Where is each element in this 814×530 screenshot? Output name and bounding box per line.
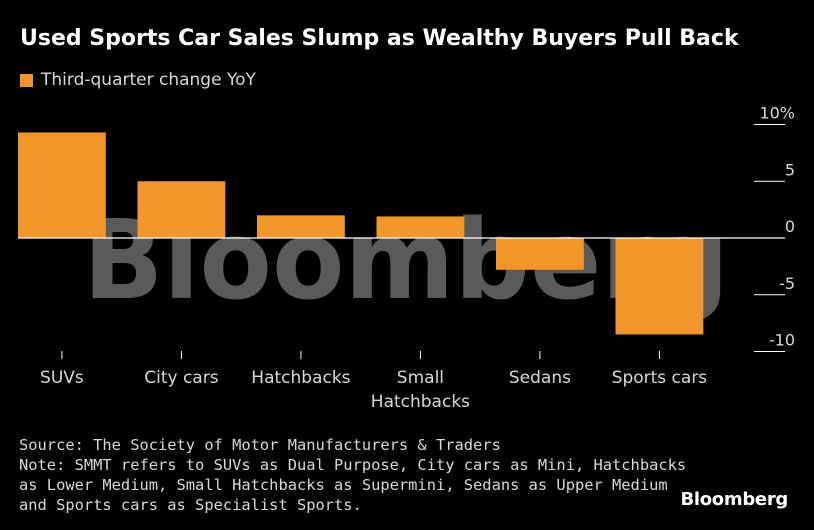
source-text: Source: The Society of Motor Manufacture… [19, 436, 501, 454]
legend: Third-quarter change YoY [20, 70, 256, 90]
note-line: and Sports cars as Specialist Sports. [19, 496, 362, 514]
note-line: Note: SMMT refers to SUVs as Dual Purpos… [19, 456, 687, 474]
bar-suvs [18, 132, 106, 238]
y-tick-label: 0 [785, 217, 795, 236]
x-tick-label: Sports cars [612, 368, 708, 388]
x-tick-label: Hatchbacks [371, 392, 470, 412]
bars-group [18, 132, 704, 335]
legend-swatch [20, 73, 33, 87]
x-tick-label: Hatchbacks [251, 368, 350, 388]
y-tick-label: 5 [785, 160, 795, 179]
y-tick-label: -10 [769, 331, 795, 350]
x-tick-label: Sedans [509, 368, 571, 388]
bar-sports-cars [615, 238, 704, 335]
y-axis: 10% 5 0 -5 -10 [18, 104, 795, 352]
footer: Source: The Society of Motor Manufacture… [19, 435, 686, 515]
x-tick-label: SUVs [40, 368, 84, 388]
x-tick-label: Small [397, 368, 444, 388]
y-tick-label: 10% [759, 104, 795, 123]
bar-sedans [496, 238, 584, 270]
x-axis: SUVs City cars Hatchbacks Small Hatchbacks Se… [40, 351, 707, 412]
bar-small-hatchbacks [376, 216, 465, 238]
bar-city-cars [137, 181, 226, 238]
bloomberg-logo: Bloomberg [680, 489, 788, 510]
y-tick-label: -5 [779, 274, 795, 293]
x-tick-label: City cars [144, 368, 218, 388]
note-line: as Lower Medium, Small Hatchbacks as Sup… [19, 476, 668, 494]
legend-label: Third-quarter change YoY [41, 70, 256, 90]
chart-title: Used Sports Car Sales Slump as Wealthy B… [20, 26, 739, 51]
bar-hatchbacks [257, 215, 345, 238]
